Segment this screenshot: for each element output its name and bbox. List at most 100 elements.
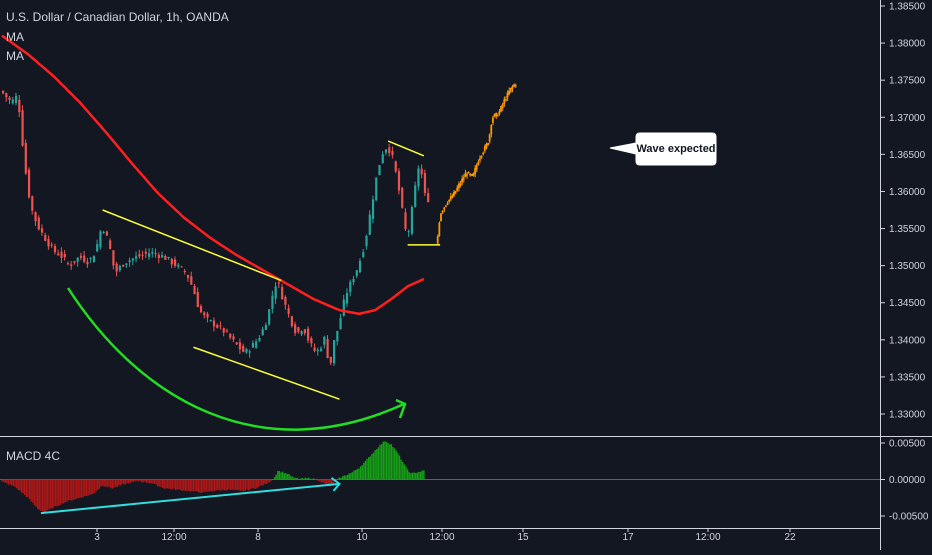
- candle-body: [320, 348, 323, 351]
- candle-body: [177, 264, 180, 267]
- projection-candle: [467, 172, 470, 174]
- projection-candle: [490, 125, 493, 134]
- candle-body: [245, 348, 248, 353]
- candle-body: [342, 299, 345, 316]
- price-tick-label: 1.35500: [889, 224, 926, 235]
- candle-body: [394, 161, 397, 172]
- candle-body: [371, 199, 375, 219]
- price-tick-label: 1.36500: [889, 150, 926, 161]
- candle-body: [112, 250, 115, 266]
- projection-candle: [482, 152, 485, 155]
- candle-body: [290, 316, 294, 327]
- candle-body: [271, 295, 274, 310]
- chart-title: U.S. Dollar / Canadian Dollar, 1h, OANDA: [6, 10, 229, 24]
- candle-body: [31, 196, 34, 211]
- candle-body: [225, 330, 229, 332]
- candle-body: [417, 168, 420, 187]
- candle-body: [151, 251, 154, 254]
- candle-body: [274, 286, 277, 299]
- candle-body: [148, 253, 151, 257]
- candle-body: [255, 341, 258, 348]
- candle-body: [238, 342, 242, 350]
- candle-body: [27, 169, 31, 198]
- candle-body: [63, 253, 66, 258]
- candle-body: [180, 266, 183, 268]
- price-tick-label: 1.34000: [889, 335, 926, 346]
- projection-candle: [501, 104, 504, 108]
- price-tick-label: 1.38000: [889, 39, 926, 50]
- candle-body: [212, 320, 216, 327]
- candle-body: [92, 255, 96, 263]
- projection-candle: [470, 174, 473, 176]
- candle-body: [193, 286, 196, 295]
- candle-body: [89, 258, 92, 260]
- candle-body: [173, 259, 177, 266]
- candle-body: [397, 171, 401, 191]
- projection-candle: [509, 87, 512, 92]
- macd-tick-label: 0.00000: [889, 475, 926, 486]
- callout-shape: [609, 132, 717, 166]
- candle-body: [219, 325, 222, 327]
- price-tick-label: 1.33500: [889, 372, 926, 383]
- macd-title[interactable]: MACD 4C: [6, 449, 61, 463]
- time-tick-label: 8: [255, 532, 261, 543]
- candle-body: [53, 246, 57, 253]
- candle-body: [73, 261, 76, 263]
- projection-candle: [500, 106, 502, 112]
- candle-body: [183, 271, 186, 273]
- trend-line[interactable]: [102, 209, 282, 282]
- time-tick-label: 12:00: [429, 532, 454, 543]
- candle-body: [122, 264, 125, 267]
- macd-tick-label: -0.00500: [889, 512, 929, 523]
- candle-body: [167, 257, 170, 259]
- projection-candle: [461, 178, 463, 183]
- divergence-arrowhead: [330, 477, 341, 492]
- projection-candle: [514, 84, 517, 87]
- indicator-ma-2[interactable]: MA: [6, 49, 24, 63]
- indicator-ma-1[interactable]: MA: [6, 30, 24, 44]
- projection-candle: [477, 162, 480, 166]
- macd-histogram[interactable]: [1, 441, 425, 513]
- candle-body: [264, 324, 268, 330]
- projection-candle: [454, 191, 457, 194]
- candle-body: [14, 95, 18, 103]
- projection-candle: [504, 99, 507, 101]
- arc-annotation[interactable]: [66, 287, 405, 431]
- divergence-line[interactable]: [40, 482, 340, 515]
- time-tick-label: 10: [356, 532, 368, 543]
- trend-line[interactable]: [193, 346, 340, 400]
- moving-average-line[interactable]: [1, 34, 425, 316]
- projection-candle: [472, 172, 475, 177]
- projection-series: [436, 83, 517, 245]
- time-tick-label: 3: [94, 532, 100, 543]
- candle-body: [99, 231, 102, 248]
- candle-body: [414, 185, 417, 207]
- projection-candle: [491, 117, 494, 123]
- projection-candle: [475, 165, 478, 170]
- price-tick-label: 1.34500: [889, 298, 926, 309]
- time-tick-label: 12:00: [161, 532, 186, 543]
- candle-body: [128, 260, 131, 263]
- projection-candle: [487, 143, 489, 146]
- candle-body: [164, 255, 167, 260]
- trend-line[interactable]: [387, 140, 425, 157]
- candle-body: [154, 253, 157, 255]
- candle-body: [2, 90, 5, 94]
- candlestick-series[interactable]: [2, 90, 430, 366]
- candle-body: [307, 328, 310, 341]
- candle-body: [47, 239, 50, 247]
- projection-candle: [474, 168, 476, 175]
- candle-body: [196, 291, 199, 308]
- candle-body: [109, 240, 112, 249]
- candle-body: [161, 255, 164, 258]
- projection-candle: [438, 222, 441, 236]
- projection-candle: [511, 86, 514, 89]
- candle-body: [336, 330, 339, 342]
- candle-body: [199, 306, 203, 313]
- candle-body: [384, 149, 388, 153]
- callout-bubble[interactable]: Wave expected: [609, 132, 717, 166]
- candle-body: [79, 255, 83, 258]
- projection-candle: [462, 177, 465, 180]
